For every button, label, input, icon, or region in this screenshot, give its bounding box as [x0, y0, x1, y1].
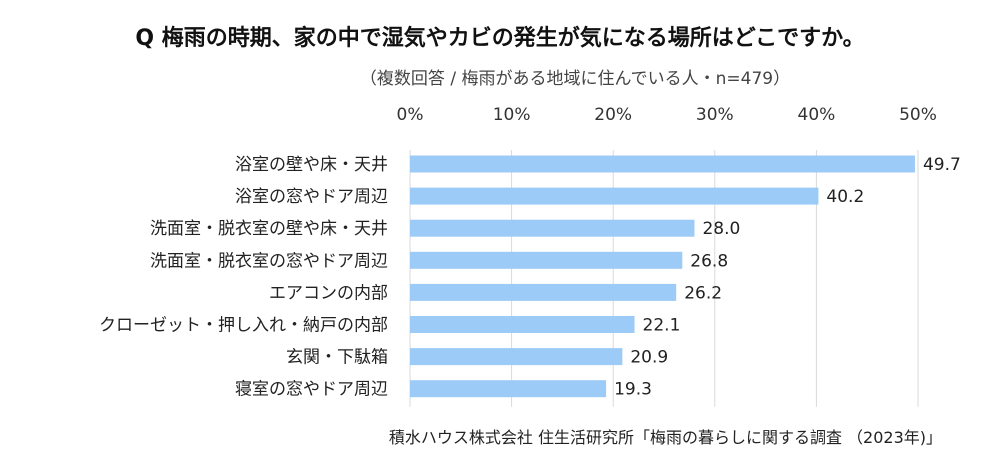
bar	[410, 251, 683, 269]
bar-value-label: 26.8	[690, 251, 728, 271]
category-label: エアコンの内部	[269, 283, 388, 303]
bar	[410, 155, 915, 173]
x-tick-label: 50%	[899, 105, 937, 125]
category-label: 浴室の窓やドア周辺	[235, 187, 388, 207]
category-label: 洗面室・脱衣室の壁や床・天井	[150, 219, 388, 239]
bar-value-label: 28.0	[702, 219, 740, 239]
x-tick-label: 0%	[397, 105, 424, 125]
bar-value-label: 22.1	[643, 316, 681, 336]
bar	[410, 348, 623, 366]
category-label: 洗面室・脱衣室の窓やドア周辺	[150, 251, 388, 271]
bar	[410, 283, 677, 301]
category-label: 浴室の壁や床・天井	[235, 155, 388, 175]
category-label: クローゼット・押し入れ・納戸の内部	[99, 316, 388, 336]
x-tick-label: 10%	[493, 105, 531, 125]
bar-value-label: 20.9	[630, 348, 668, 368]
x-tick-label: 30%	[696, 105, 734, 125]
x-tick-label: 40%	[798, 105, 836, 125]
source-note: 積水ハウス株式会社 住生活研究所「梅雨の暮らしに関する調査 （2023年)」	[388, 428, 942, 447]
category-label: 玄関・下駄箱	[286, 348, 388, 368]
bar	[410, 219, 695, 237]
bar-value-label: 49.7	[923, 155, 961, 175]
bar-value-label: 40.2	[826, 187, 864, 207]
chart-subtitle: （複数回答 / 梅雨がある地域に住んでいる人・n=479）	[359, 69, 791, 89]
x-tick-label: 20%	[594, 105, 632, 125]
bar	[410, 316, 635, 333]
bar-value-label: 26.2	[684, 283, 722, 303]
category-label: 寝室の窓やドア周辺	[235, 379, 388, 400]
bar-chart: 0% 10% 20% 30% 40% 50% 浴室の壁や床・天井 49.7 浴室の窓やドア周辺 4…	[99, 105, 961, 407]
bar-value-label: 19.3	[614, 380, 652, 400]
bar	[410, 380, 607, 398]
bar	[410, 187, 819, 205]
chart-title: Q 梅雨の時期、家の中で湿気やカビの発生が気になる場所はどこですか。	[135, 26, 865, 51]
